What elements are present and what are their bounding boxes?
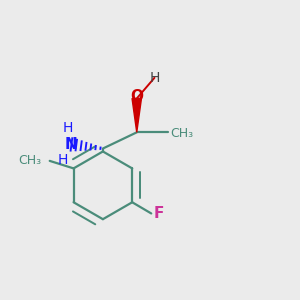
Text: H: H [62, 121, 73, 135]
Text: O: O [130, 89, 143, 104]
Text: H: H [58, 153, 68, 167]
Text: N: N [64, 136, 77, 152]
Text: F: F [153, 206, 164, 221]
Text: H: H [149, 71, 160, 85]
Polygon shape [132, 98, 142, 132]
Text: CH₃: CH₃ [171, 127, 194, 140]
Text: CH₃: CH₃ [18, 154, 41, 167]
